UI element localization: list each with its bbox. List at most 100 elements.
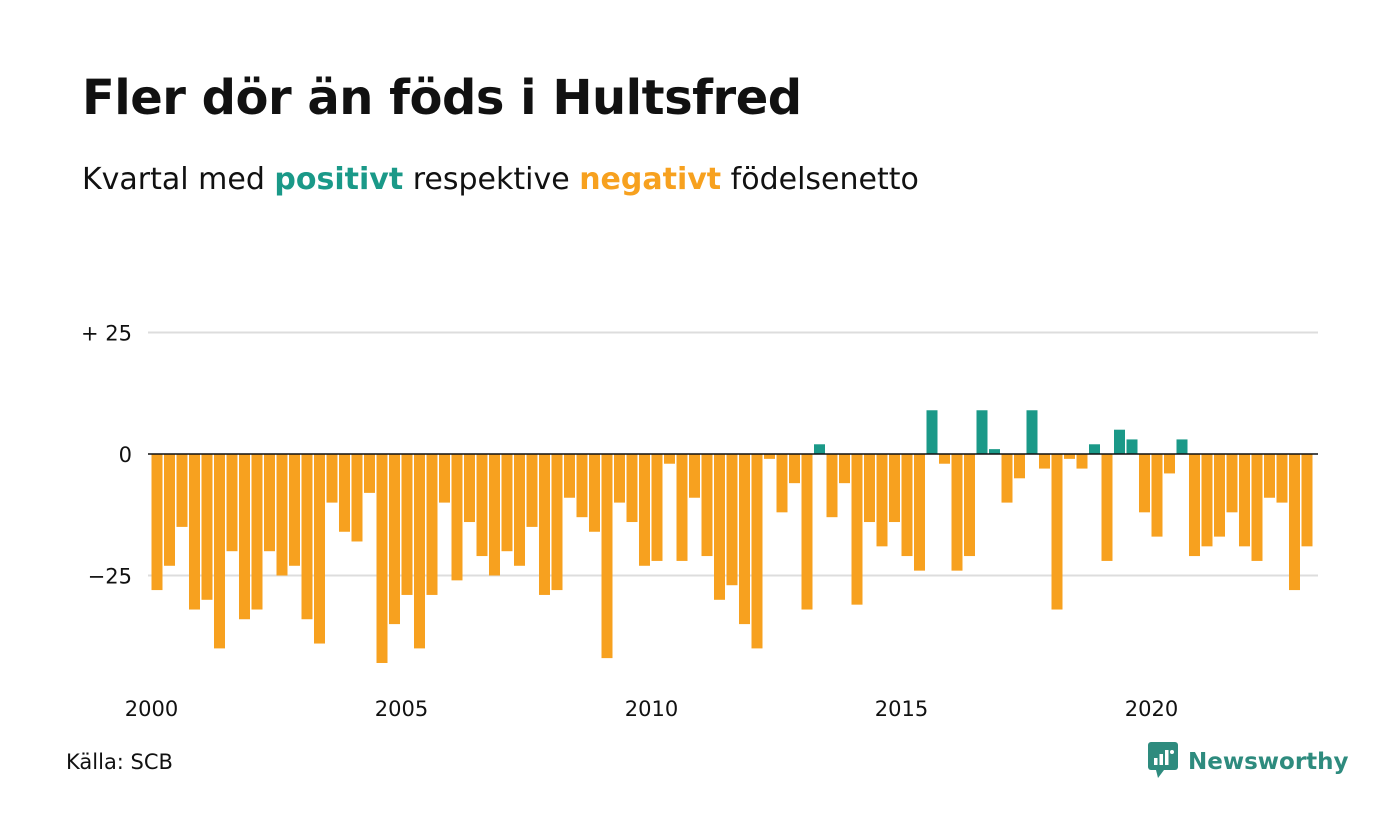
- bar-negative: [289, 454, 300, 566]
- subtitle-text-1: Kvartal med: [82, 162, 275, 197]
- bar-negative: [826, 454, 838, 518]
- bar-negative: [1276, 454, 1288, 503]
- bar-negative: [164, 454, 175, 566]
- bar-negative: [1039, 454, 1050, 469]
- bar-negative: [151, 454, 163, 591]
- bar-negative: [401, 454, 413, 595]
- bar-negative: [539, 454, 550, 595]
- chart-subtitle: Kvartal med positivt respektive negativt…: [82, 162, 919, 197]
- bar-negative: [801, 454, 813, 610]
- bar-negative: [1051, 454, 1063, 610]
- subtitle-text-2: respektive: [403, 162, 580, 197]
- bar-negative: [1214, 454, 1225, 537]
- bar-negative: [1301, 454, 1313, 547]
- bar-negative: [501, 454, 513, 552]
- bar-layer: [151, 410, 1313, 663]
- y-tick-label: 0: [119, 443, 132, 467]
- bar-negative: [701, 454, 713, 557]
- bar-negative: [1001, 454, 1013, 503]
- bar-negative: [901, 454, 913, 557]
- bar-negative: [1151, 454, 1163, 537]
- bar-positive: [1126, 439, 1138, 454]
- bar-negative: [876, 454, 888, 547]
- bar-negative: [589, 454, 600, 532]
- bar-positive: [1176, 439, 1188, 454]
- bar-negative: [739, 454, 750, 625]
- bar-negative: [1076, 454, 1088, 469]
- bar-negative: [314, 454, 325, 644]
- bar-negative: [489, 454, 500, 576]
- brand-logo: Newsworthy: [1148, 742, 1349, 782]
- bar-negative: [939, 454, 950, 464]
- bar-negative: [464, 454, 475, 523]
- bar-negative: [276, 454, 288, 576]
- bar-negative: [1289, 454, 1300, 591]
- bar-negative: [726, 454, 738, 586]
- x-tick-label: 2015: [875, 697, 928, 721]
- bar-negative: [364, 454, 375, 493]
- bar-negative: [601, 454, 613, 659]
- bar-negative: [476, 454, 488, 557]
- bar-negative: [1164, 454, 1175, 474]
- bar-negative: [439, 454, 450, 503]
- bar-negative: [776, 454, 788, 513]
- bar-negative: [651, 454, 663, 561]
- bar-negative: [889, 454, 900, 523]
- bar-negative: [564, 454, 575, 498]
- bar-negative: [764, 454, 775, 459]
- bar-negative: [1139, 454, 1150, 513]
- bar-negative: [351, 454, 363, 542]
- bar-negative: [676, 454, 688, 561]
- x-tick-label: 2000: [125, 697, 178, 721]
- bar-negative: [301, 454, 313, 620]
- subtitle-negative-label: negativt: [579, 162, 722, 197]
- bar-negative: [551, 454, 563, 591]
- bar-negative: [689, 454, 700, 498]
- bar-negative: [789, 454, 800, 484]
- bar-negative: [839, 454, 850, 484]
- bar-negative: [426, 454, 438, 595]
- y-tick-label: −25: [88, 565, 132, 589]
- bar-negative: [1226, 454, 1238, 513]
- bar-negative: [639, 454, 650, 566]
- brand-name: Newsworthy: [1188, 749, 1349, 775]
- bar-positive: [926, 410, 938, 454]
- bar-negative: [614, 454, 625, 503]
- bar-negative: [239, 454, 250, 620]
- bar-positive: [1114, 429, 1125, 454]
- y-tick-label: + 25: [81, 322, 132, 346]
- bar-negative: [526, 454, 538, 527]
- bar-negative: [914, 454, 925, 571]
- newsworthy-logo-icon: [1148, 742, 1178, 782]
- bar-negative: [626, 454, 638, 523]
- bar-negative: [751, 454, 763, 649]
- bar-negative: [714, 454, 725, 600]
- bar-negative: [851, 454, 863, 605]
- bar-negative: [1201, 454, 1213, 547]
- subtitle-positive-label: positivt: [274, 162, 404, 197]
- bar-negative: [1014, 454, 1025, 479]
- bar-positive: [1089, 444, 1100, 454]
- bar-negative: [1251, 454, 1263, 561]
- bar-positive: [814, 444, 825, 454]
- bar-negative: [201, 454, 213, 600]
- bar-negative: [1239, 454, 1250, 547]
- x-tick-label: 2005: [375, 697, 428, 721]
- bar-positive: [989, 449, 1000, 454]
- bar-negative: [176, 454, 188, 527]
- bar-negative: [376, 454, 388, 663]
- bar-negative: [389, 454, 400, 625]
- bar-positive: [1026, 410, 1038, 454]
- bar-negative: [964, 454, 975, 557]
- source-note: Källa: SCB: [66, 750, 173, 774]
- bar-negative: [1264, 454, 1275, 498]
- bar-negative: [214, 454, 225, 649]
- bar-negative: [189, 454, 200, 610]
- bar-negative: [451, 454, 463, 581]
- bar-negative: [514, 454, 525, 566]
- bar-negative: [264, 454, 275, 552]
- bar-negative: [1189, 454, 1200, 557]
- bar-negative: [1101, 454, 1113, 561]
- bar-negative: [251, 454, 263, 610]
